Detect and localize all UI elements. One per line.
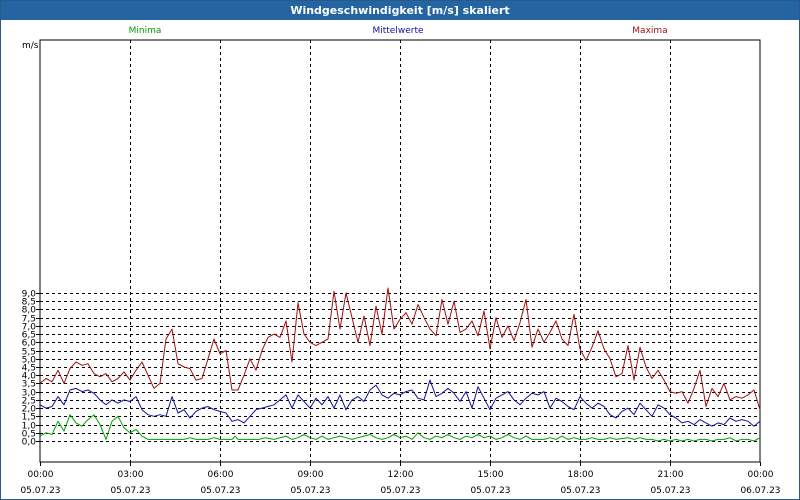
grid [40, 40, 760, 462]
series [39, 287, 761, 442]
x-tick-time: 12:00 [388, 470, 414, 480]
x-tick-date: 05.07.23 [290, 486, 330, 496]
series-line-minima [39, 414, 761, 442]
x-tick-time: 15:00 [478, 470, 504, 480]
y-tick-label: 3,5 [22, 380, 36, 390]
y-tick-label: 0,5 [22, 430, 36, 440]
legend-maxima: Maxima [632, 26, 667, 36]
legend: Minima Mittelwerte Maxima [129, 26, 668, 36]
x-tick-time: 18:00 [568, 470, 594, 480]
legend-mittelwerte: Mittelwerte [372, 26, 423, 36]
x-tick-time: 00:00 [28, 470, 54, 480]
y-tick-label: 5,5 [22, 348, 36, 358]
y-tick-label: 5,0 [22, 356, 37, 366]
x-tick-time: 09:00 [298, 470, 324, 480]
window-title: Windgeschwindigkeit [m/s] skaliert [1, 1, 799, 20]
y-tick-label: 0,0 [22, 438, 37, 448]
y-tick-label: 2,0 [22, 405, 37, 415]
y-tick-label: 2,5 [22, 397, 36, 407]
x-tick-time: 06:00 [208, 470, 234, 480]
series-line-maxima [39, 287, 761, 410]
x-tick-date: 05.07.23 [560, 486, 600, 496]
x-tick-date: 05.07.23 [200, 486, 240, 496]
x-tick-time: 21:00 [658, 470, 684, 480]
x-tick-time: 03:00 [118, 470, 144, 480]
axes: 0,00,51,01,52,02,53,03,54,04,55,05,56,06… [20, 39, 781, 496]
y-axis-unit: m/s [22, 41, 39, 51]
y-tick-label: 6,0 [22, 339, 37, 349]
x-tick-date: 05.07.23 [110, 486, 150, 496]
y-tick-label: 1,5 [22, 413, 36, 423]
y-tick-label: 6,5 [22, 331, 36, 341]
y-tick-label: 3,0 [22, 389, 37, 399]
y-tick-label: 8,5 [22, 298, 36, 308]
x-tick-date: 06.07.23 [740, 486, 780, 496]
y-tick-label: 9,0 [22, 290, 37, 300]
x-tick-date: 05.07.23 [470, 486, 510, 496]
y-tick-label: 7,5 [22, 315, 36, 325]
legend-minima: Minima [129, 26, 162, 36]
y-tick-label: 8,0 [22, 306, 37, 316]
x-tick-date: 05.07.23 [650, 486, 690, 496]
y-tick-label: 4,0 [22, 372, 37, 382]
x-tick-time: 00:00 [748, 470, 774, 480]
x-tick-date: 05.07.23 [20, 486, 60, 496]
y-tick-label: 7,0 [22, 323, 37, 333]
y-tick-label: 1,0 [22, 422, 37, 432]
y-tick-label: 4,5 [22, 364, 36, 374]
x-tick-date: 05.07.23 [380, 486, 420, 496]
series-line-mittelwerte [39, 379, 761, 427]
